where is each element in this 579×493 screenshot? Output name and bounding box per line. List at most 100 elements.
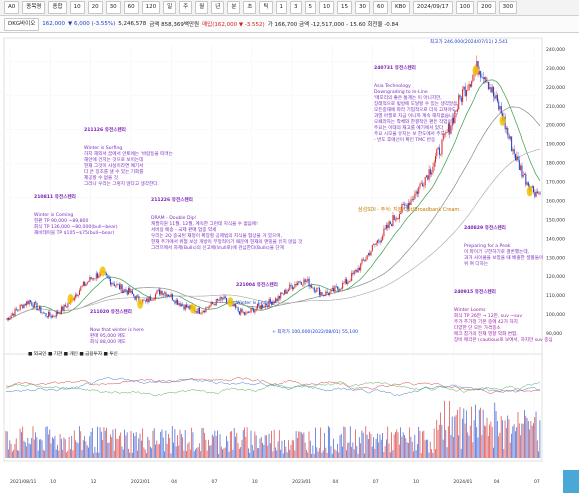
toolbar-item[interactable]: 초 <box>243 1 257 14</box>
toolbar-item[interactable]: 1 <box>275 1 288 14</box>
volume-bar <box>429 441 431 458</box>
candle-body <box>19 304 21 310</box>
volume-bar <box>67 450 69 458</box>
toolbar-item[interactable]: 월 <box>195 1 209 14</box>
candle-body <box>171 294 173 301</box>
candle-body <box>335 286 337 287</box>
volume-bar <box>33 439 35 458</box>
candle-body <box>484 77 486 79</box>
volume-bar <box>76 442 78 458</box>
volume-bar <box>525 416 527 458</box>
toolbar-item[interactable]: 200 <box>477 1 496 14</box>
candle-body <box>205 307 207 313</box>
toolbar-item[interactable]: 일 <box>163 1 177 14</box>
candle-body <box>155 293 157 299</box>
volume-bar <box>224 447 226 458</box>
candle-body <box>367 253 369 256</box>
candle-body <box>535 191 537 197</box>
stock-chart[interactable]: 240,000 230,000 220,000 210,000 200,000 190,0… <box>0 33 579 493</box>
toolbar-item[interactable]: 년 <box>211 1 225 14</box>
toolbar-item[interactable]: 20 <box>87 1 103 14</box>
candle-body <box>429 169 431 175</box>
candle-body <box>15 308 17 310</box>
toolbar-item[interactable]: 종목명 <box>22 1 46 14</box>
candle-body <box>174 301 176 304</box>
candle-body <box>471 81 473 87</box>
volume-bar <box>232 449 234 458</box>
toolbar-item[interactable]: 300 <box>498 1 518 14</box>
volume-bar <box>64 439 66 458</box>
volume-bar <box>240 447 242 458</box>
toolbar-item[interactable]: 60 <box>373 1 389 14</box>
candle-body <box>119 284 121 290</box>
volume-bar <box>142 428 144 458</box>
candle-body <box>220 297 222 299</box>
volume-bar <box>476 427 478 458</box>
candle-body <box>263 306 265 308</box>
toolbar-item[interactable]: 2024/09/17 <box>412 1 453 14</box>
toolbar-item[interactable]: 3 <box>290 1 302 14</box>
candle-body <box>536 191 538 194</box>
volume-bar <box>40 439 42 458</box>
toolbar-item[interactable]: 15 <box>337 1 353 14</box>
volume-bar <box>63 437 65 458</box>
toolbar-item[interactable]: 30 <box>355 1 371 14</box>
volume-bar <box>342 446 343 458</box>
toolbar-item[interactable]: 100 <box>455 1 475 14</box>
annotation-6: 240731 유전스텐리 Asia Technology Downgrading… <box>374 66 458 143</box>
y-tick-label: 150,000 <box>546 217 565 223</box>
candle-body <box>77 294 79 296</box>
toolbar-item[interactable]: 120 <box>141 1 161 14</box>
toolbar-item[interactable]: 10 <box>69 1 85 14</box>
volume-bar <box>120 432 122 458</box>
toolbar-item[interactable]: A0 <box>4 1 20 14</box>
toolbar-item[interactable]: 분 <box>227 1 241 14</box>
side-panel-tab[interactable] <box>563 470 579 493</box>
candle-body <box>460 97 462 102</box>
volume-bar <box>44 450 45 458</box>
candle-body <box>445 132 447 134</box>
toolbar-item[interactable]: 30 <box>105 1 121 14</box>
candle-body <box>195 311 197 312</box>
candle-body <box>224 296 226 298</box>
volume-bar <box>478 409 480 458</box>
volume-bar <box>284 440 285 458</box>
volume-bar <box>438 424 440 458</box>
volume-bar <box>205 439 207 458</box>
toolbar-item[interactable]: 종합 <box>48 1 67 14</box>
candle-body <box>357 267 359 273</box>
candle-body <box>498 101 500 110</box>
candle-body <box>485 77 487 83</box>
candle-body <box>218 300 220 301</box>
candle-body <box>522 174 524 177</box>
candle-body <box>520 165 522 170</box>
volume-bar <box>300 432 302 458</box>
volume-bar <box>153 428 155 458</box>
volume-bar <box>507 415 509 458</box>
toolbar-item[interactable]: 10 <box>319 1 335 14</box>
toolbar-item[interactable]: 60 <box>123 1 139 14</box>
symbol-name[interactable]: DKG바이오 <box>4 17 40 31</box>
volume-bar <box>71 436 73 458</box>
toolbar-item[interactable]: KB0 <box>391 1 410 14</box>
toolbar-item[interactable]: 5 <box>304 1 317 14</box>
toolbar-item[interactable]: 주 <box>179 1 193 14</box>
candle-body <box>10 315 12 318</box>
candle-body <box>35 302 37 304</box>
toolbar-item[interactable]: 틱 <box>259 1 273 14</box>
candle-body <box>428 169 430 180</box>
candle-body <box>173 300 175 302</box>
candle-body <box>272 301 274 305</box>
volume-bar <box>444 400 445 458</box>
candle-body <box>516 156 518 161</box>
candle-body <box>374 244 376 245</box>
volume-bar <box>516 427 518 458</box>
volume-bar <box>24 442 26 458</box>
candle-body <box>456 109 458 112</box>
volume-bar <box>456 409 458 458</box>
volume-bars <box>5 400 541 458</box>
candle-body <box>458 95 460 110</box>
volume-bar <box>445 430 447 458</box>
candle-body <box>405 204 407 206</box>
volume-bar <box>463 408 465 458</box>
